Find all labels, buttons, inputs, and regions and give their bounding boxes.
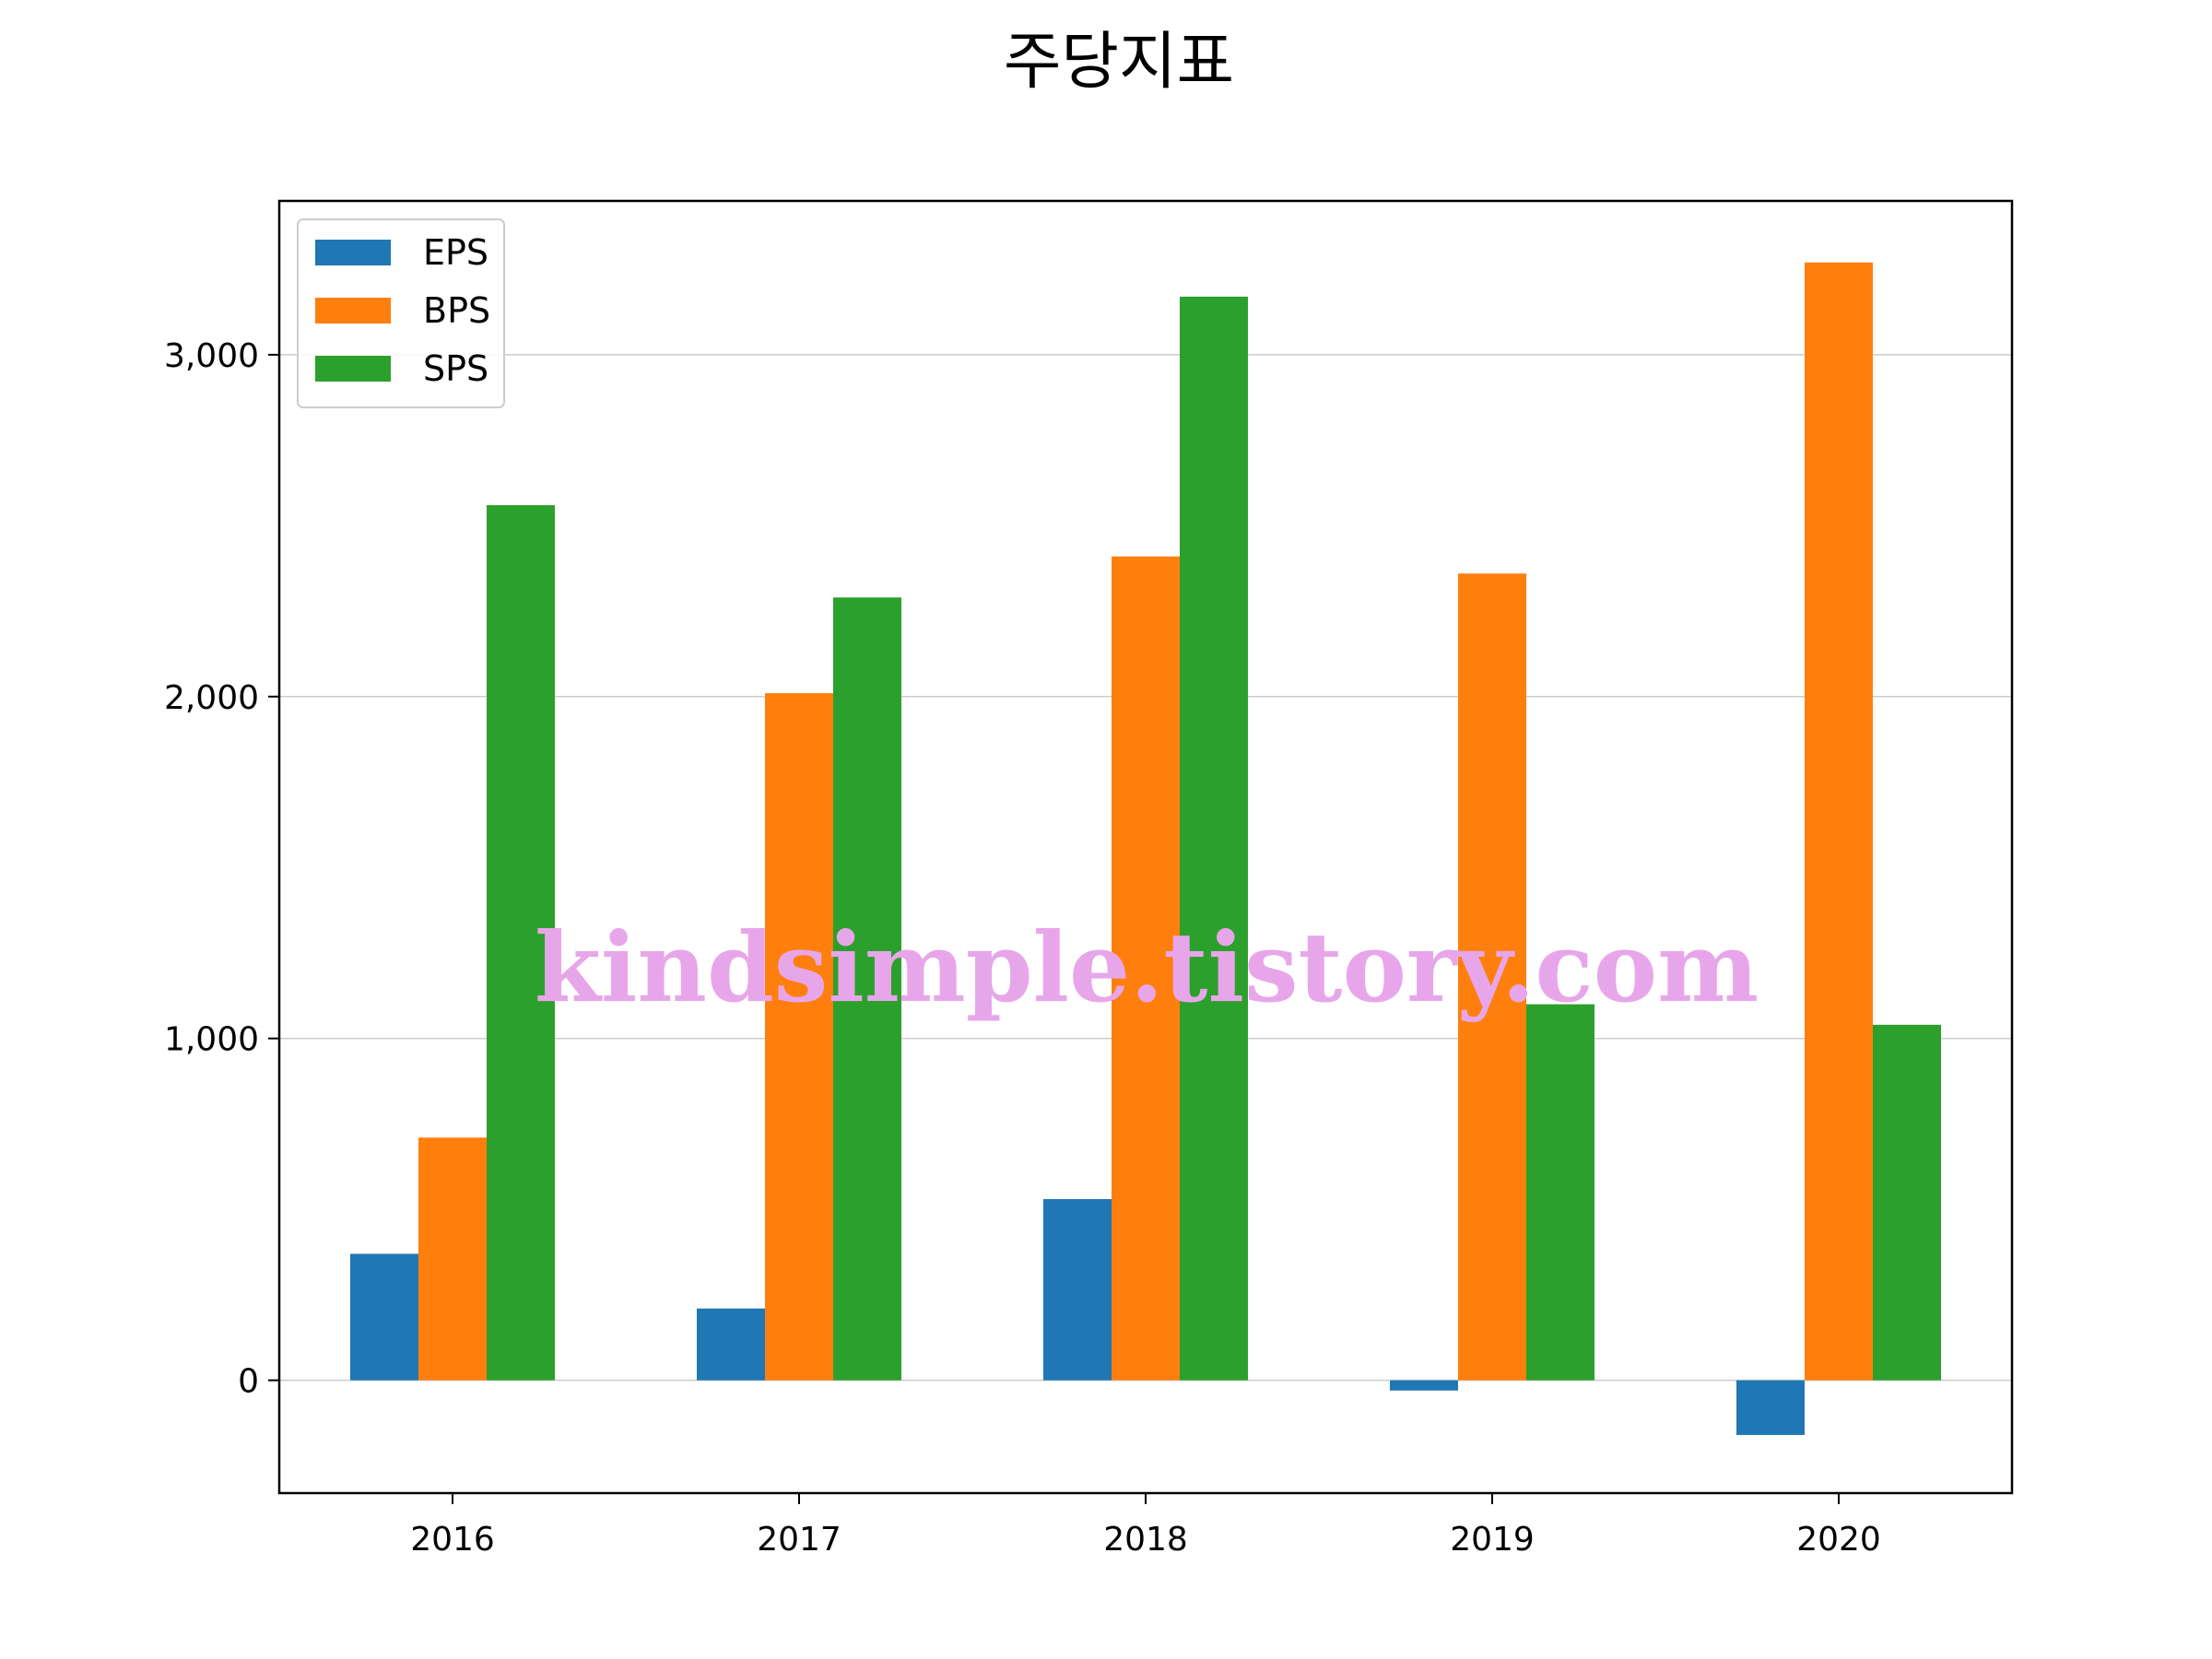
bar-sps [1873, 1024, 1941, 1381]
bar-eps [1736, 1380, 1805, 1435]
bar-sps [487, 505, 555, 1381]
bar-bps [1805, 262, 1873, 1381]
bar-bps [1458, 573, 1526, 1381]
x-tick-label: 2019 [1450, 1521, 1535, 1559]
bar-bps [765, 693, 833, 1381]
y-axis: 0 1,000 2,000 3,000 [164, 337, 279, 1401]
x-tick-label: 2017 [757, 1521, 841, 1559]
bar-sps [833, 597, 901, 1381]
legend-swatch-sps [315, 356, 391, 382]
bar-bps [1112, 556, 1180, 1381]
bar-eps [697, 1308, 765, 1381]
legend: EPS BPS SPS [297, 218, 505, 408]
bar-sps [1526, 1004, 1594, 1381]
watermark-text: kindsimple.tistory.com [535, 911, 1759, 1024]
legend-label-sps: SPS [423, 348, 488, 389]
x-axis: 2016 2017 2018 2019 2020 [410, 1493, 1881, 1559]
legend-swatch-eps [315, 240, 391, 265]
legend-swatch-bps [315, 298, 391, 324]
chart-title: 주당지표 [1004, 26, 1234, 99]
bars [350, 262, 1941, 1435]
legend-label-eps: EPS [423, 232, 488, 273]
y-tick-label: 2,000 [164, 679, 259, 717]
bar-eps [1390, 1380, 1458, 1391]
x-tick-label: 2016 [410, 1521, 495, 1559]
bar-eps [1043, 1199, 1112, 1381]
bar-sps [1180, 296, 1248, 1381]
y-tick-label: 3,000 [164, 337, 259, 375]
bar-bps [418, 1137, 487, 1381]
y-tick-label: 0 [238, 1363, 259, 1401]
bar-eps [350, 1253, 418, 1381]
y-tick-label: 1,000 [164, 1021, 259, 1059]
x-tick-label: 2020 [1796, 1521, 1881, 1559]
legend-label-bps: BPS [423, 290, 490, 331]
x-tick-label: 2018 [1103, 1521, 1188, 1559]
